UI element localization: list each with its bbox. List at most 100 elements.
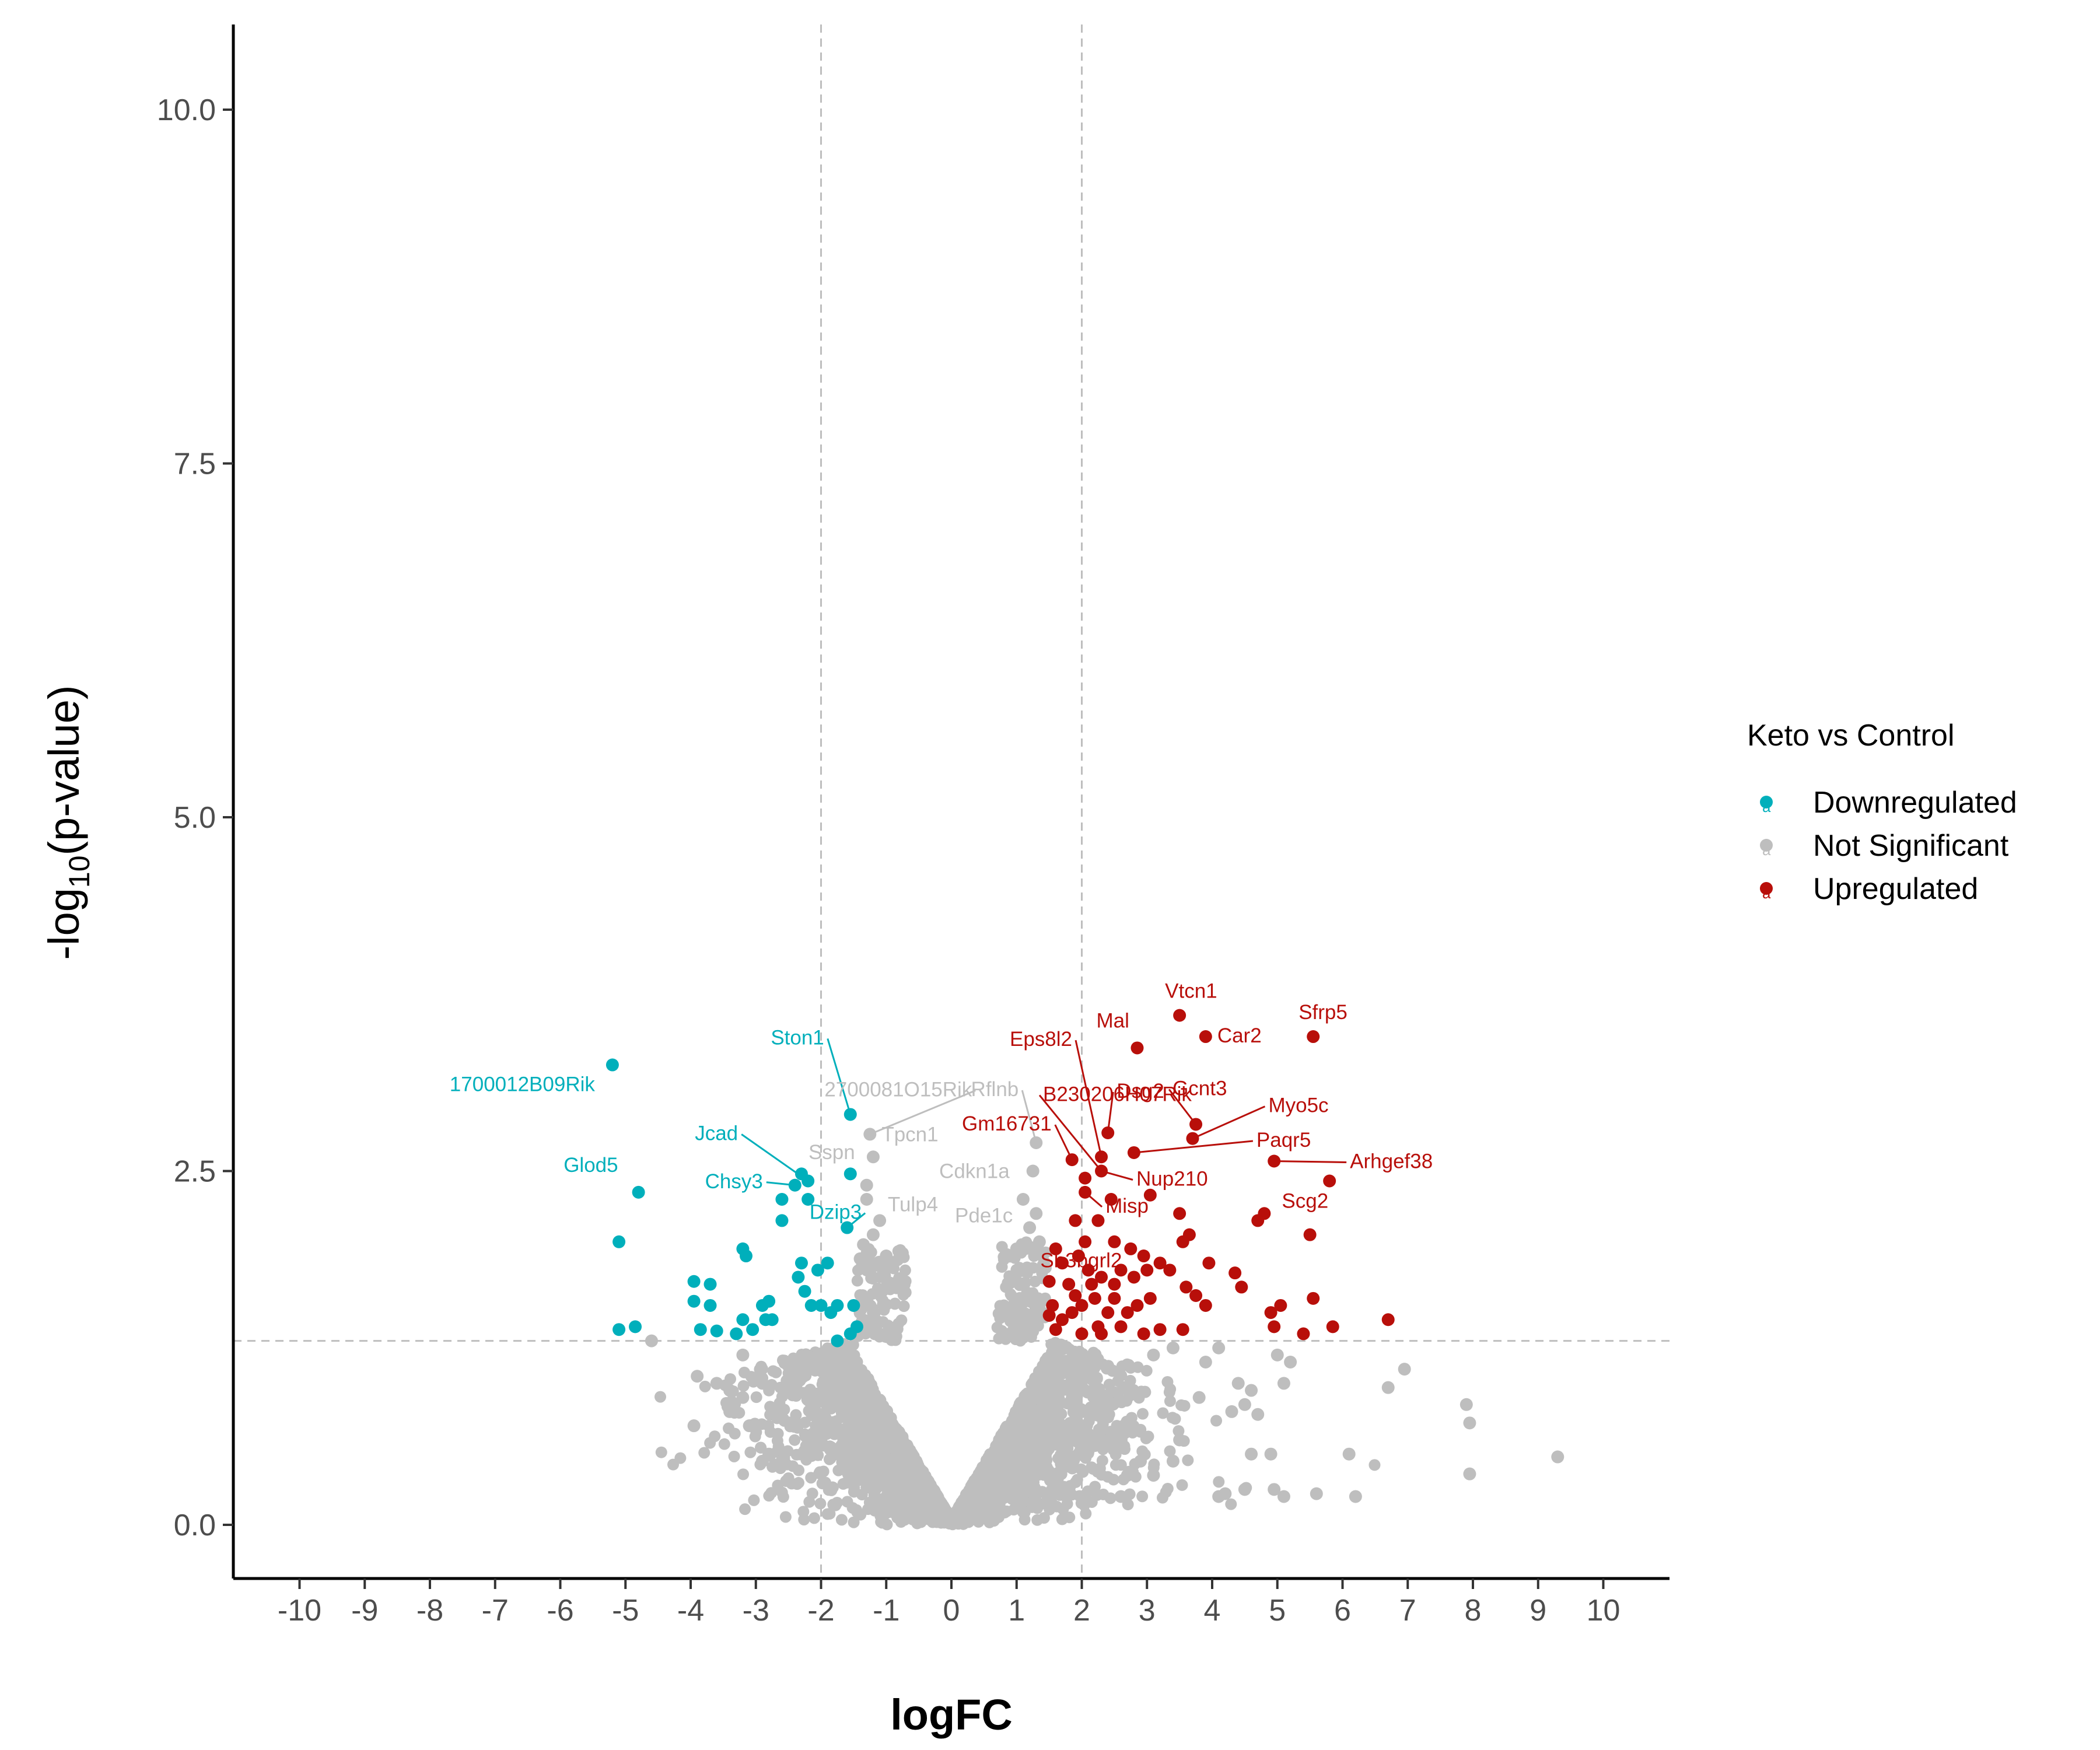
data-point-upregulated (1062, 1278, 1076, 1291)
gene-label-connector (1107, 1091, 1114, 1133)
gene-label: Nup210 (1136, 1168, 1208, 1191)
data-point-not-significant (1225, 1405, 1238, 1418)
data-point-not-significant (1081, 1419, 1093, 1432)
data-point-not-significant (1096, 1454, 1108, 1466)
data-point-not-significant (699, 1380, 711, 1392)
data-point-not-significant (723, 1405, 737, 1418)
data-point-upregulated (1303, 1228, 1317, 1241)
data-point-not-significant (1055, 1468, 1068, 1480)
data-point-not-significant (1368, 1459, 1381, 1471)
data-point-not-significant (1147, 1348, 1160, 1362)
gene-label-connector (1274, 1160, 1347, 1164)
data-point-not-significant (1010, 1479, 1022, 1492)
data-point-not-significant (864, 1299, 877, 1311)
x-tick-label: 0 (943, 1594, 960, 1628)
x-tick-label: -3 (743, 1594, 769, 1628)
data-point-not-significant (790, 1409, 802, 1421)
data-point-not-significant (1140, 1364, 1153, 1377)
data-point-not-significant (824, 1507, 836, 1520)
data-point-not-significant (1059, 1447, 1072, 1460)
data-point-not-significant (981, 1507, 993, 1519)
data-point-upregulated (1176, 1323, 1189, 1336)
data-point-not-significant (1213, 1476, 1225, 1488)
x-tick-label: -10 (278, 1594, 321, 1628)
data-point-not-significant (857, 1292, 869, 1304)
data-point-not-significant (830, 1346, 842, 1358)
gene-label: Rflnb (971, 1078, 1019, 1101)
data-point-not-significant (1028, 1299, 1041, 1311)
data-point-not-significant (1124, 1390, 1136, 1402)
y-tick-label: 7.5 (174, 447, 216, 481)
data-point-not-significant (854, 1377, 866, 1389)
data-point-not-significant (860, 1470, 872, 1482)
data-point-upregulated (1180, 1280, 1193, 1294)
data-point-not-significant (997, 1489, 1009, 1502)
data-point-not-significant (1066, 1462, 1079, 1475)
data-point-not-significant (1077, 1406, 1090, 1418)
data-point-not-significant (1166, 1341, 1180, 1354)
data-point-not-significant (736, 1391, 750, 1404)
data-point-upregulated (1069, 1214, 1082, 1227)
data-point-not-significant (996, 1504, 1008, 1517)
data-point-upregulated (1124, 1242, 1138, 1255)
data-point-not-significant (993, 1438, 1006, 1451)
data-point-upregulated (1163, 1264, 1177, 1277)
data-point-not-significant (1163, 1386, 1175, 1398)
gene-label-connector (1168, 1088, 1197, 1125)
x-tick-label: 3 (1139, 1594, 1156, 1628)
data-point-not-significant (1023, 1221, 1037, 1234)
data-point-not-significant (1087, 1437, 1099, 1449)
data-point-not-significant (1040, 1426, 1052, 1438)
data-point-downregulated (798, 1284, 811, 1298)
data-point-upregulated (1251, 1214, 1265, 1227)
data-point-upregulated (1268, 1320, 1281, 1334)
data-point-not-significant (1463, 1467, 1476, 1480)
data-point-not-significant (1270, 1348, 1284, 1362)
x-axis-title: logFC (890, 1690, 1013, 1739)
data-point-not-significant (1136, 1408, 1149, 1420)
data-point-upregulated (1264, 1306, 1278, 1320)
data-point-not-significant (728, 1450, 740, 1462)
data-point-not-significant (900, 1476, 912, 1488)
x-tick-label: 5 (1269, 1594, 1286, 1628)
data-point-not-significant (1093, 1423, 1105, 1436)
data-point-not-significant (786, 1478, 798, 1490)
data-point-not-significant (1231, 1377, 1245, 1390)
data-point-upregulated (1055, 1256, 1069, 1270)
data-point-downregulated (606, 1058, 619, 1072)
data-point-not-significant (1013, 1279, 1026, 1292)
data-point-downregulated (739, 1250, 752, 1263)
data-point-not-significant (770, 1366, 782, 1378)
data-point-not-significant (892, 1245, 904, 1257)
data-point-downregulated (730, 1327, 743, 1340)
data-point-not-significant (981, 1472, 993, 1484)
data-point-upregulated (1072, 1250, 1085, 1263)
data-point-not-significant (744, 1446, 757, 1458)
data-point-not-significant (848, 1349, 860, 1362)
data-point-upregulated (1075, 1298, 1088, 1312)
data-point-not-significant (1091, 1466, 1104, 1478)
gene-label: Glod5 (564, 1154, 618, 1177)
axes: -10 -9 -8 -7 -6 -5 -4 -3 -2 -1 0 1 2 3 4 5 6 7 8 9 10 0.02.5… (40, 24, 1670, 1739)
data-point-not-significant (1161, 1376, 1174, 1388)
x-tick-label: -8 (416, 1594, 443, 1628)
data-point-downregulated (775, 1214, 789, 1227)
data-point-not-significant (814, 1497, 827, 1510)
data-point-not-significant (1021, 1405, 1033, 1418)
gene-label-connector (1038, 1094, 1102, 1172)
data-point-not-significant (808, 1512, 820, 1524)
data-point-downregulated (811, 1264, 824, 1277)
data-point-not-significant (1238, 1483, 1251, 1496)
data-point-not-significant (1040, 1387, 1052, 1399)
data-point-not-significant (1147, 1469, 1160, 1482)
data-point-not-significant (869, 1436, 881, 1448)
data-point-not-significant (996, 1465, 1009, 1478)
data-point-not-significant (1157, 1407, 1169, 1419)
data-point-not-significant (1026, 1164, 1040, 1178)
data-point-not-significant (1055, 1458, 1067, 1470)
gene-label-connector (1084, 1191, 1103, 1208)
gene-label: Myo5c (1268, 1094, 1328, 1117)
data-point-not-significant (775, 1454, 789, 1468)
data-point-not-significant (869, 1477, 881, 1489)
data-point-not-significant (884, 1428, 896, 1440)
